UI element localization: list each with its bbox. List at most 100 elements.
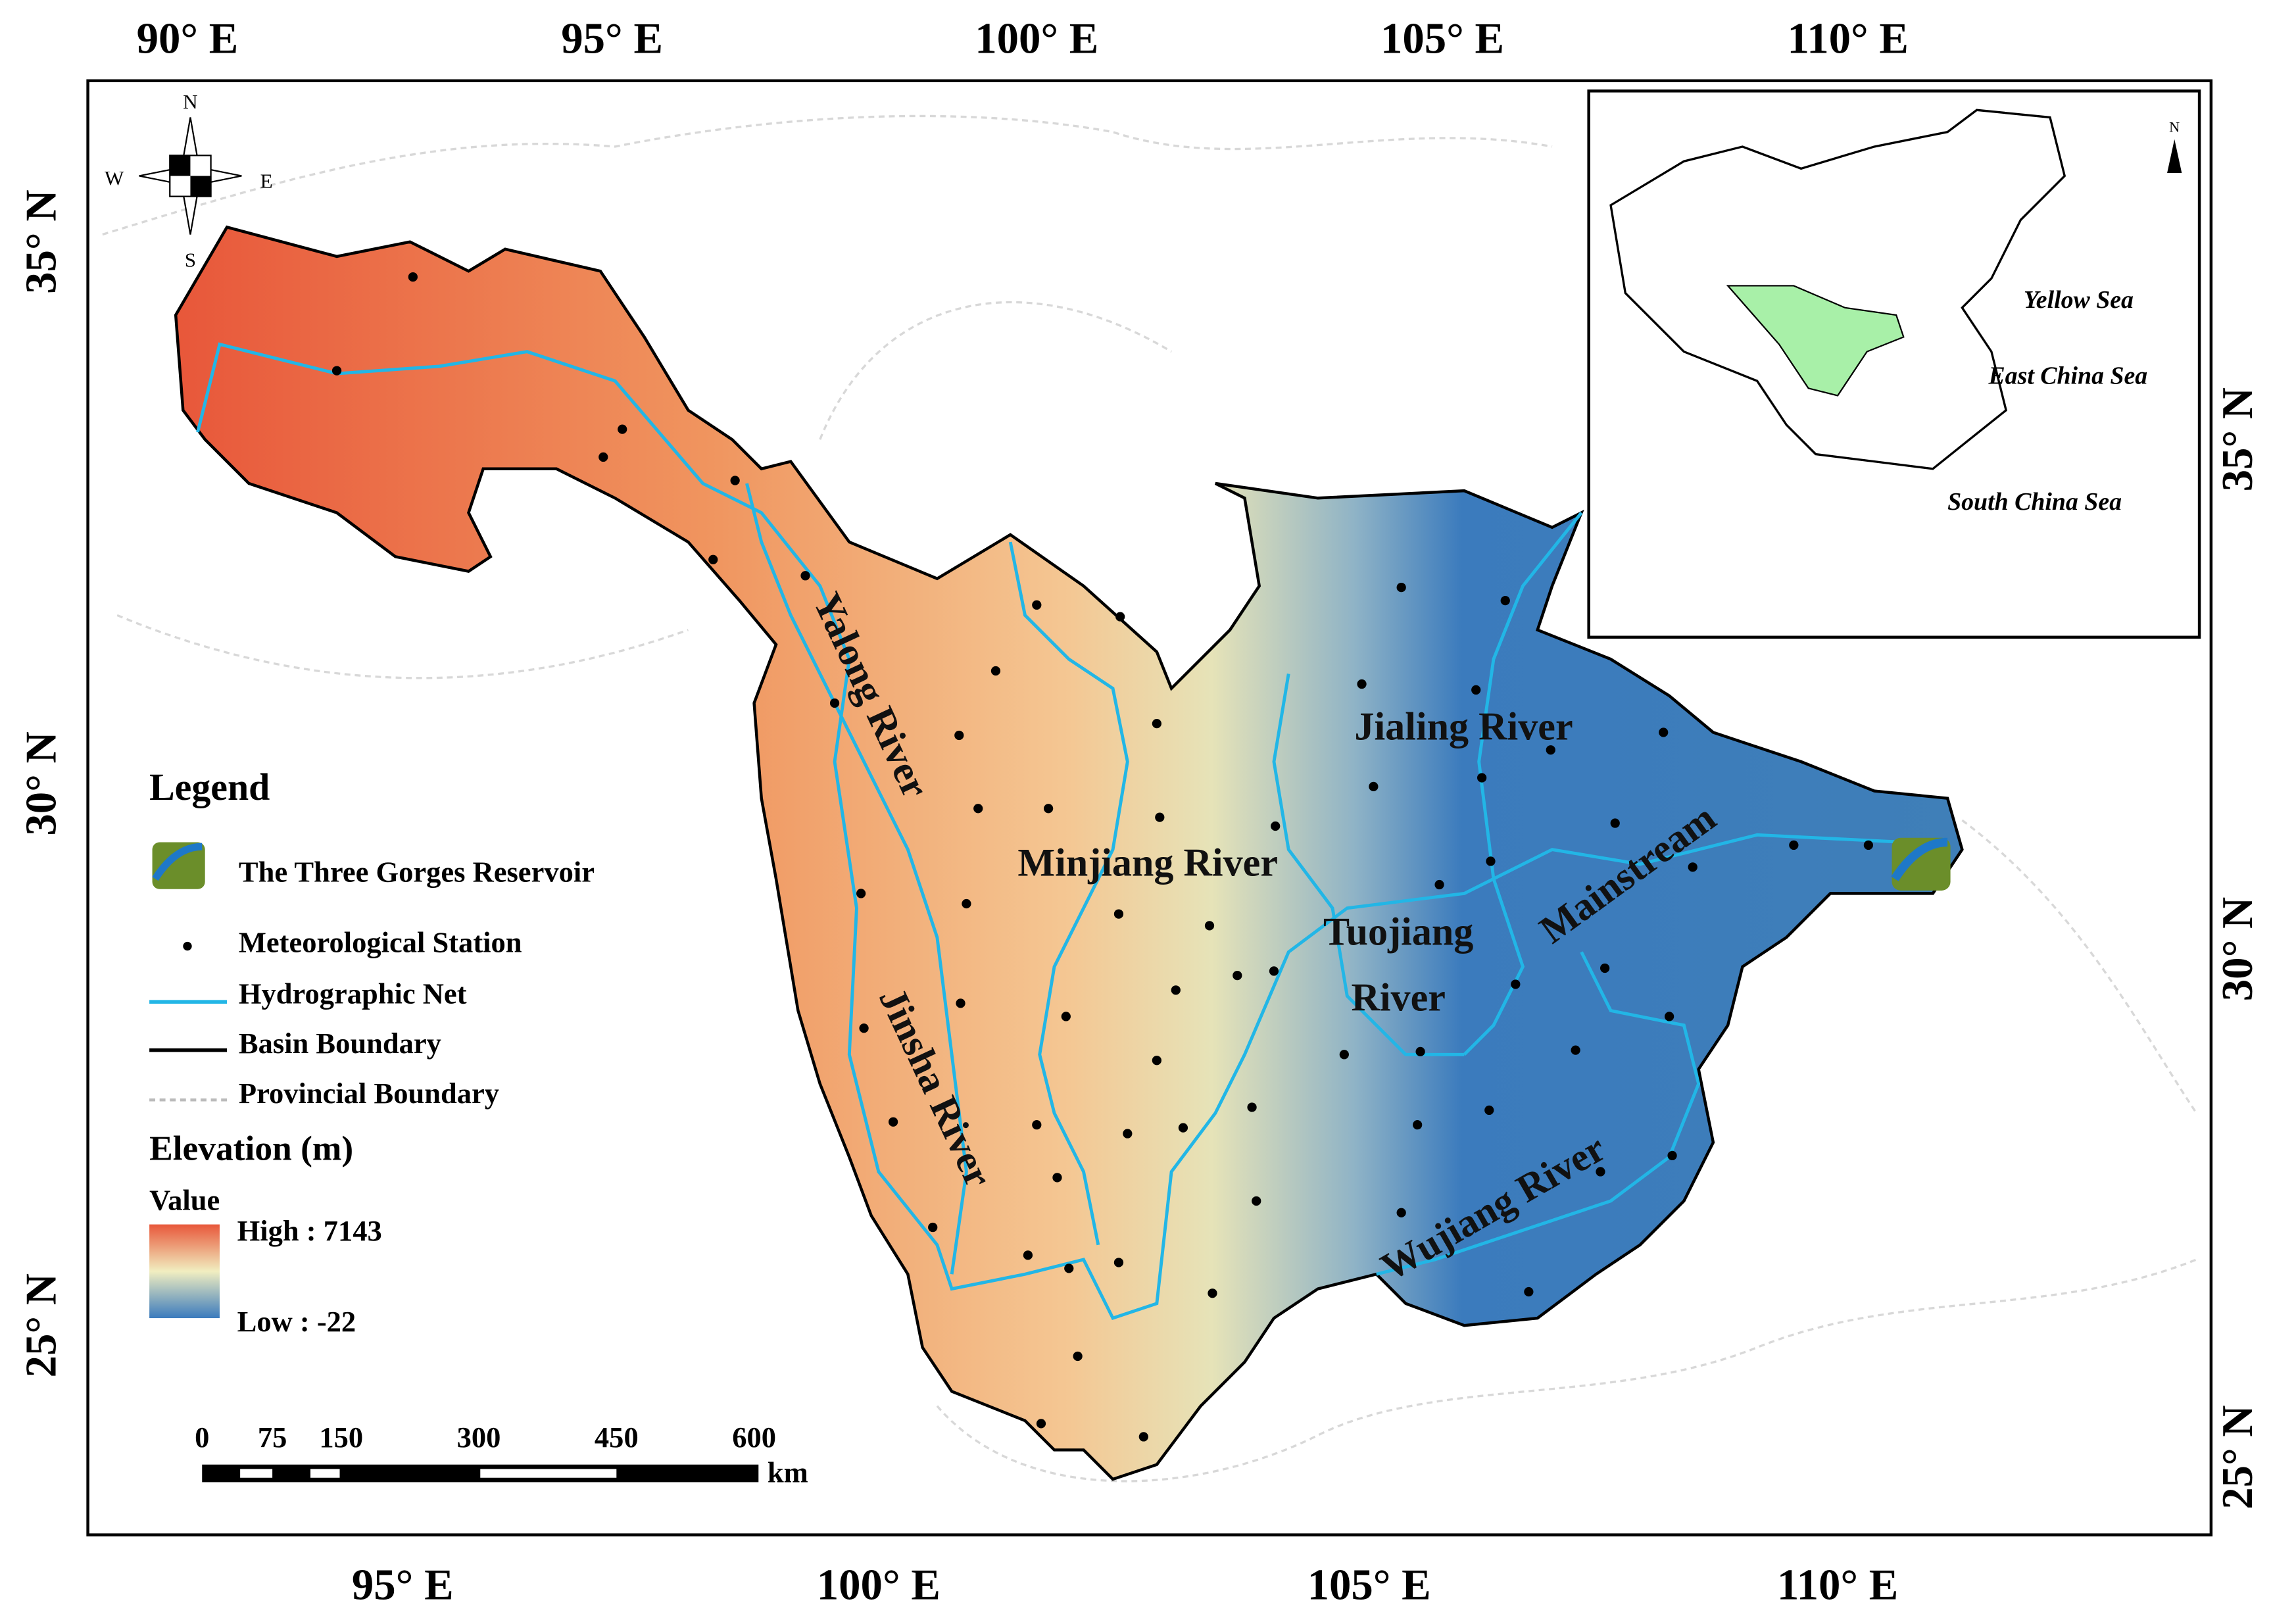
station: [1486, 856, 1496, 866]
station: [1171, 985, 1181, 995]
station: [1271, 821, 1281, 831]
minjiang-river: [1008, 541, 1129, 1246]
compass-label: N: [183, 90, 198, 113]
yalong-river: [745, 483, 968, 1275]
sea-label: South China Sea: [1947, 488, 2122, 516]
station: [1610, 818, 1620, 828]
compass-label: W: [105, 166, 124, 189]
lat-label: 25° N: [17, 1273, 66, 1377]
station: [1023, 1250, 1033, 1260]
lon-label: 110° E: [1788, 14, 1909, 62]
jialing-river: [1463, 512, 1583, 1056]
station: [1524, 1287, 1534, 1297]
station: [1233, 970, 1242, 981]
station: [1252, 1196, 1261, 1206]
reservoir-shape: [1892, 837, 1951, 891]
lat-label: 30° N: [17, 731, 66, 835]
legend-high: High : 7143: [237, 1214, 382, 1247]
lat-label: 35° N: [17, 189, 66, 293]
station: [1571, 1045, 1580, 1055]
station: [1396, 582, 1406, 593]
legend-low: Low : -22: [237, 1305, 356, 1338]
province-line: [1961, 819, 2197, 1114]
station: [1500, 595, 1510, 606]
station: [1511, 979, 1521, 989]
lon-label: 105° E: [1307, 1561, 1431, 1609]
compass-label: E: [260, 169, 273, 192]
reservoir-icon: [1891, 837, 1951, 891]
station: [1113, 909, 1124, 919]
legend-item: Basin Boundary: [239, 1027, 441, 1060]
station: [800, 571, 810, 581]
lon-label: 105° E: [1380, 14, 1504, 62]
scale-bar: 0 75 150 300 450 600 km: [195, 1421, 808, 1488]
stations: [331, 272, 1874, 1442]
lon-label: 110° E: [1777, 1561, 1898, 1609]
scale-label: 150: [319, 1421, 363, 1454]
china-outline: [1609, 109, 2066, 470]
station: [1688, 862, 1698, 872]
scale-segment: [202, 1464, 759, 1483]
station: [1484, 1105, 1494, 1116]
compass: N S W E: [105, 90, 273, 271]
station: [1789, 840, 1799, 850]
river-label: Tuojiang: [1323, 910, 1473, 954]
scale-label: 0: [195, 1421, 209, 1454]
station: [928, 1222, 938, 1233]
north-label: N: [2169, 119, 2180, 135]
station: [990, 666, 1001, 676]
basin-highlight: [1726, 285, 1905, 397]
station: [1036, 1419, 1046, 1429]
station: [1123, 1129, 1133, 1139]
province-line: [102, 114, 1553, 236]
station: [1064, 1264, 1074, 1273]
station: [1664, 1012, 1674, 1021]
station: [1115, 612, 1125, 622]
station: [1061, 1012, 1071, 1021]
station: [1152, 1056, 1161, 1066]
legend-item: The Three Gorges Reservoir: [239, 856, 595, 889]
station: [1546, 745, 1555, 755]
scale-label: 300: [457, 1421, 501, 1454]
legend: Legend The Three Gorges Reservoir Meteor…: [149, 766, 595, 1338]
lat-label: 35° N: [2213, 387, 2262, 491]
station: [954, 730, 964, 741]
station: [956, 998, 965, 1008]
lat-label: 30° N: [2213, 897, 2262, 1001]
lon-label: 95° E: [561, 14, 663, 62]
scale-label: 600: [732, 1421, 776, 1454]
station: [1471, 685, 1481, 695]
station: [1369, 781, 1379, 792]
north-arrow: [2167, 139, 2182, 174]
sea-label: East China Sea: [1988, 362, 2147, 390]
station: [1596, 1167, 1605, 1177]
lon-label: 100° E: [817, 1561, 940, 1609]
reservoir-water: [1891, 837, 1948, 881]
station: [1152, 719, 1161, 729]
station: [1208, 1289, 1217, 1298]
station: [962, 898, 971, 909]
scale-segment: [240, 1469, 273, 1478]
legend-item: Hydrographic Net: [239, 977, 467, 1010]
station: [1396, 1208, 1406, 1217]
basin: [174, 225, 1964, 1481]
station: [1667, 1150, 1677, 1161]
legend-title: Legend: [149, 766, 270, 808]
province-line: [936, 1258, 2197, 1483]
station: [331, 366, 342, 376]
station: [1247, 1102, 1257, 1112]
rivers: [196, 342, 1904, 1321]
station: [1073, 1351, 1083, 1362]
station: [708, 554, 718, 564]
legend-reservoir: [152, 843, 203, 881]
legend-item: Meteorological Station: [239, 925, 522, 958]
elevation-ramp: [149, 1224, 220, 1319]
station: [1052, 1173, 1062, 1183]
scale-label: 75: [258, 1421, 287, 1454]
station: [1032, 600, 1042, 610]
station: [1339, 1050, 1349, 1060]
station: [888, 1117, 898, 1127]
station: [1204, 921, 1215, 931]
compass-center: [170, 155, 191, 176]
sea-label: Yellow Sea: [2024, 286, 2134, 314]
